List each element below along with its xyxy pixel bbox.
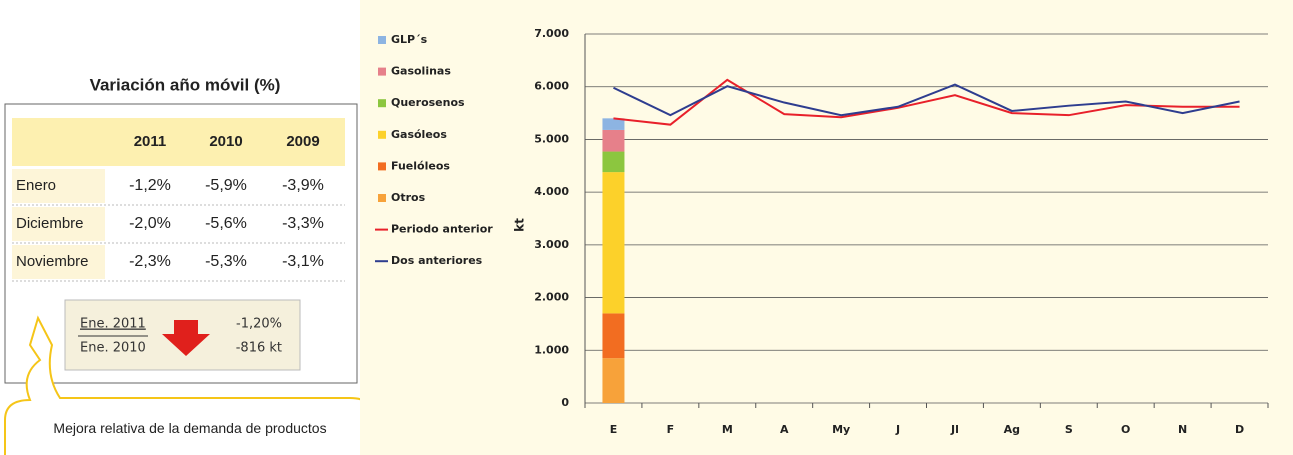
x-tick-label: F (667, 423, 675, 436)
callout-text: Mejora relativa de la demanda de product… (53, 420, 327, 436)
y-tick-label: 0 (561, 396, 569, 409)
column-header: 2011 (134, 133, 167, 150)
y-tick-label: 1.000 (534, 343, 569, 356)
row-label: Diciembre (16, 215, 84, 232)
table-cell: -2,0% (129, 215, 171, 232)
chart: 0 1.000 2.000 3.000 4.000 5.000 6.000 7.000 kt E F… (375, 27, 1269, 436)
down-arrow (162, 320, 210, 356)
table: 2011 2010 2009 Enero -1,2% -5,9% -3,9% Diciembr… (12, 118, 345, 282)
bar-segment (602, 118, 625, 130)
summary-top: Ene. 2011 (80, 317, 146, 332)
column-header: 2010 (209, 133, 242, 150)
table-cell: -5,3% (205, 253, 247, 270)
x-tick-label: N (1178, 423, 1187, 436)
callout-bubble (4, 315, 376, 455)
x-tick-label: Ag (1004, 423, 1020, 436)
bar-segment (602, 358, 625, 403)
table-cell: -3,3% (282, 215, 324, 232)
y-tick-label: 2.000 (534, 291, 569, 304)
bar-segment (602, 129, 625, 152)
table-cell: -5,6% (205, 215, 247, 232)
row-label-bg (12, 245, 105, 279)
x-tick-label: J (895, 423, 900, 436)
row-label: Enero (16, 177, 56, 194)
y-tick-label: 3.000 (534, 238, 569, 251)
line-series (613, 83, 1240, 117)
legend-swatch (378, 67, 386, 76)
x-tick-label: E (610, 423, 618, 436)
table-cell: -3,9% (282, 177, 324, 194)
legend-label: GLP´s (391, 33, 428, 46)
y-tick-label: 5.000 (534, 132, 569, 145)
legend-swatch (378, 99, 386, 108)
x-tick-label: Jl (950, 423, 959, 436)
y-tick-label: 6.000 (534, 80, 569, 93)
legend-swatch (378, 130, 386, 139)
legend-label: Dos anteriores (391, 254, 483, 267)
callout: Mejora relativa de la demanda de product… (53, 420, 327, 436)
x-tick-label: M (722, 423, 733, 436)
legend-label: Querosenos (391, 96, 465, 109)
row-label-bg (12, 169, 105, 203)
y-tick-label: 4.000 (534, 185, 569, 198)
legend-swatch (378, 36, 386, 44)
bar-segment (602, 172, 625, 314)
row-label: Noviembre (16, 253, 89, 270)
panel-title: Variación año móvil (%) (90, 75, 281, 94)
x-tick-label: D (1235, 423, 1244, 436)
legend-label: Gasolinas (391, 65, 451, 78)
x-tick-label: S (1065, 423, 1073, 436)
legend-label: Fuelóleos (391, 159, 450, 172)
table-header-bg (12, 118, 345, 166)
column-header: 2009 (286, 133, 319, 150)
y-axis-label: kt (513, 218, 527, 232)
summary-delta: -816 kt (236, 341, 282, 356)
legend-swatch (378, 162, 386, 171)
table-cell: -3,1% (282, 253, 324, 270)
table-cell: -2,3% (129, 253, 171, 270)
table-cell: -1,2% (129, 177, 171, 194)
bar-segment (602, 151, 625, 173)
summary-change: -1,20% (236, 317, 282, 332)
legend-label: Otros (391, 191, 426, 204)
x-tick-label: A (780, 423, 789, 436)
chart-background (360, 0, 1293, 455)
line-series (613, 78, 1240, 126)
legend-label: Gasóleos (391, 128, 447, 141)
x-tick-label: My (832, 423, 850, 436)
x-tick-label: O (1121, 423, 1130, 436)
table-cell: -5,9% (205, 177, 247, 194)
bar-segment (602, 313, 625, 359)
summary-bottom: Ene. 2010 (80, 341, 146, 356)
y-tick-label: 7.000 (534, 27, 569, 40)
row-label-bg (12, 207, 105, 241)
legend-label: Periodo anterior (391, 223, 493, 236)
legend-swatch (378, 194, 386, 202)
